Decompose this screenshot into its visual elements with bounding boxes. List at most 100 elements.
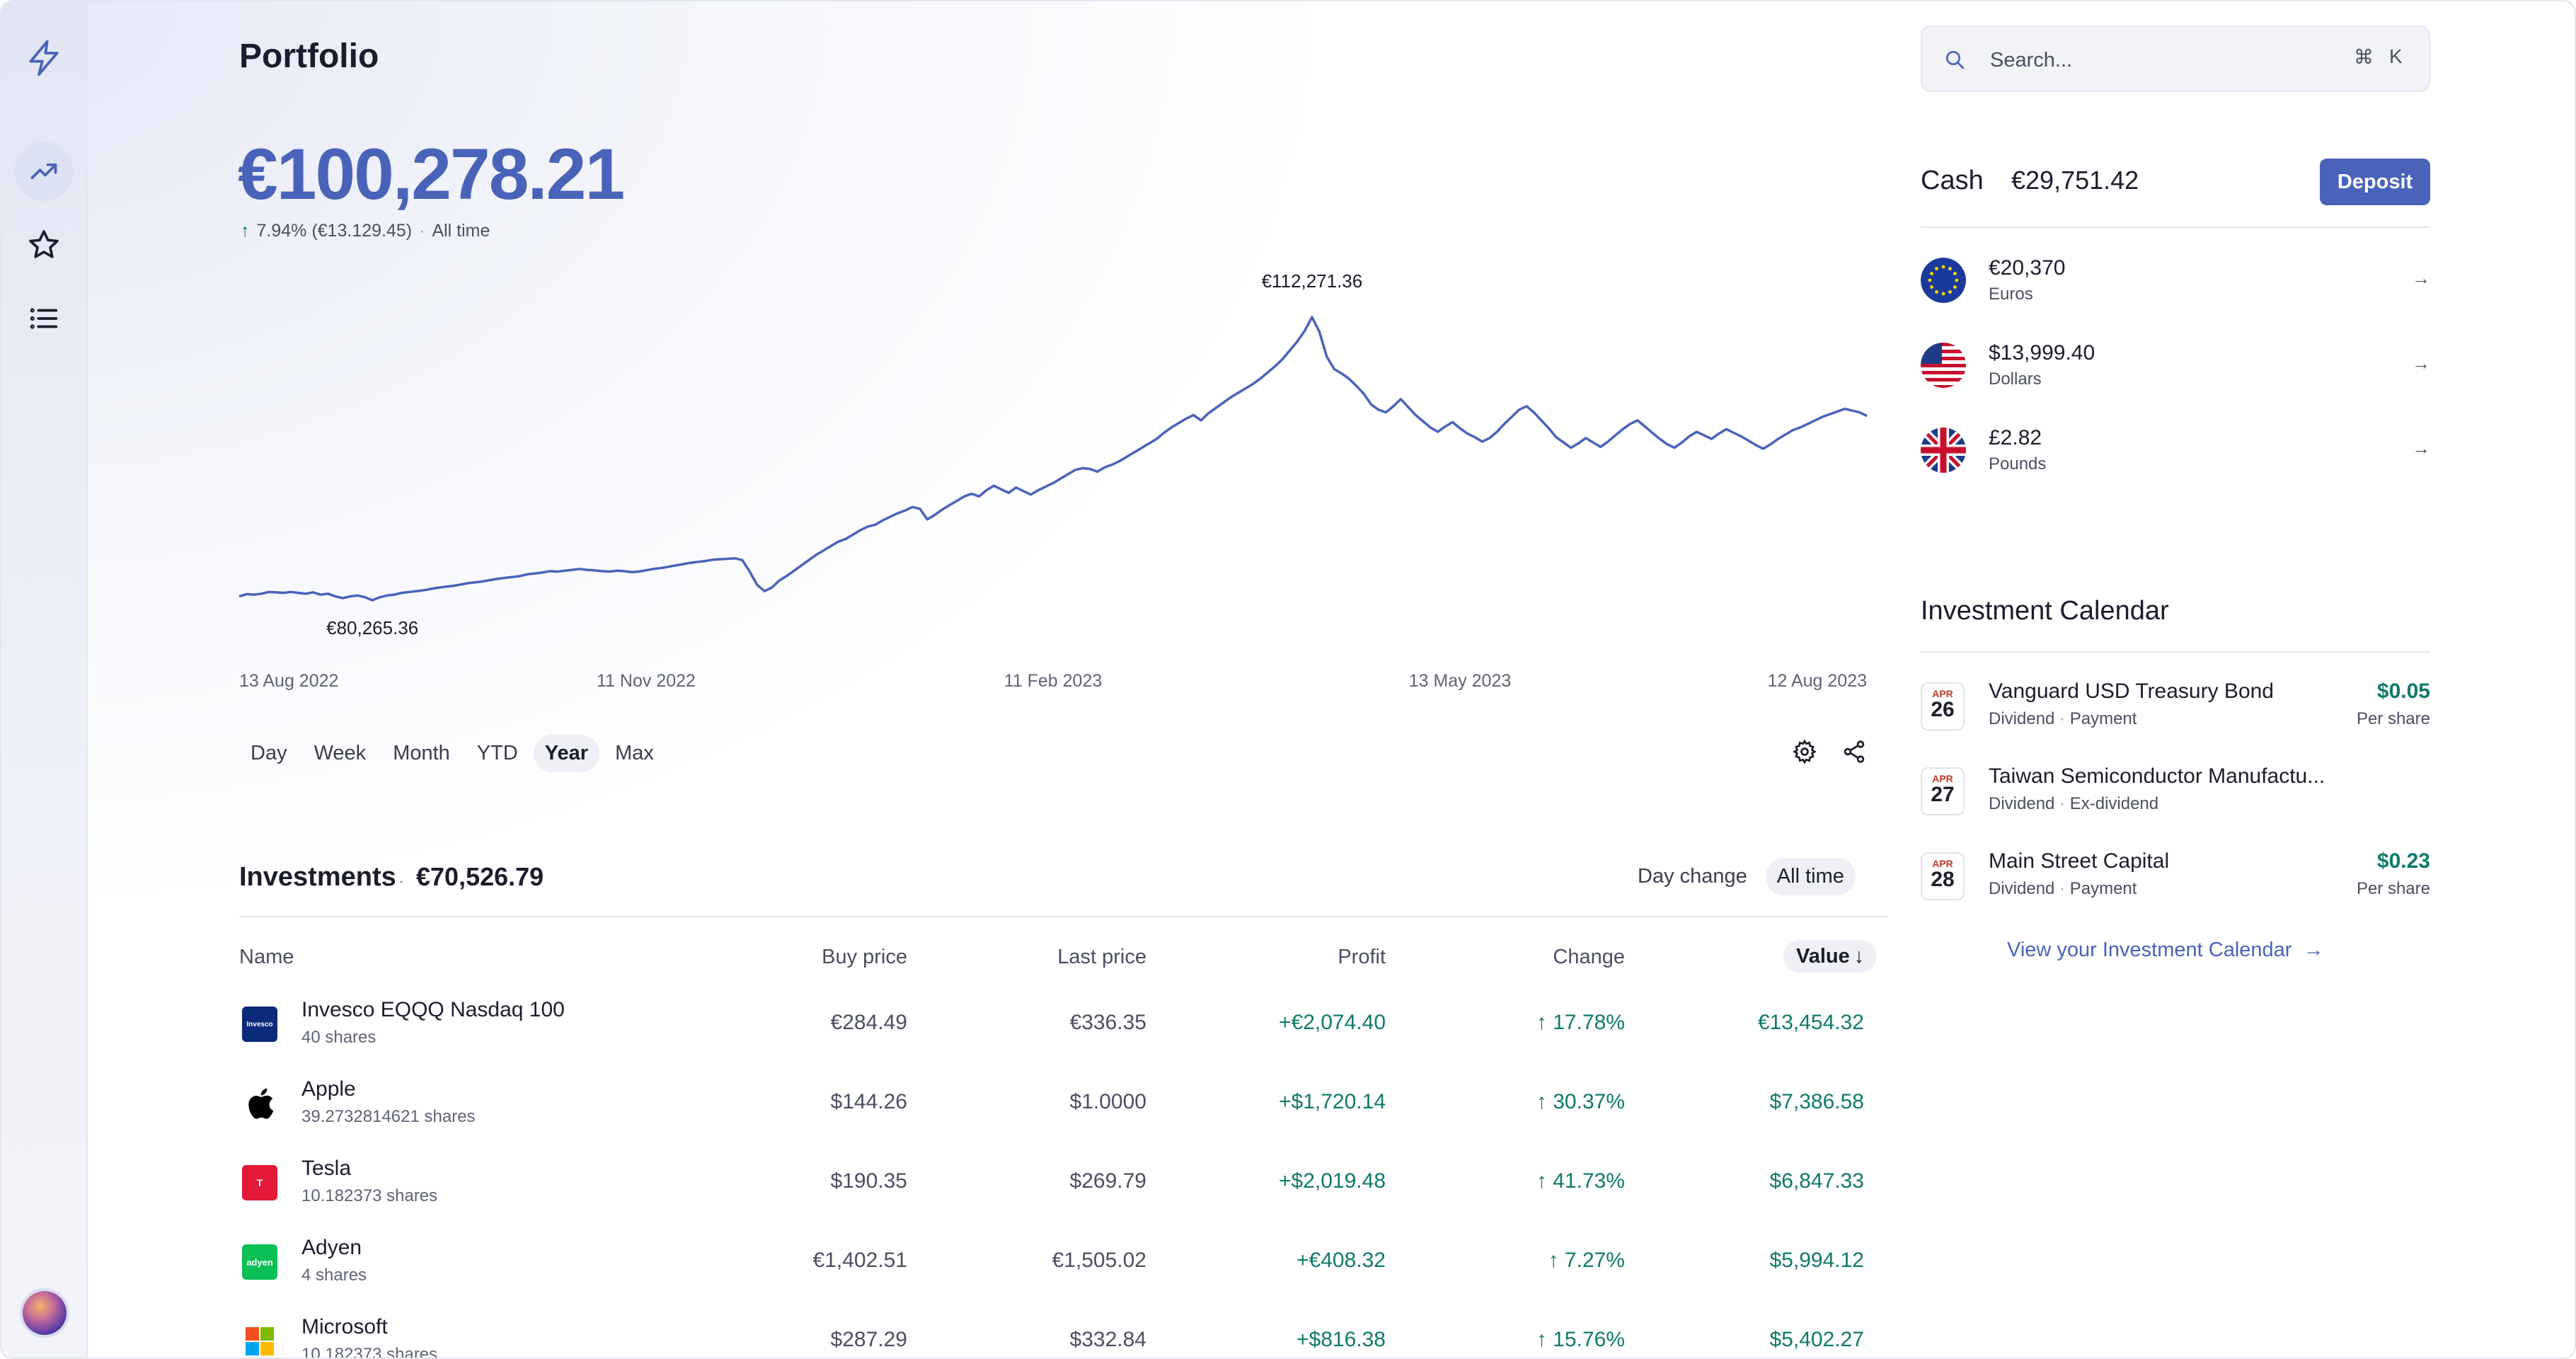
table-row[interactable]: adyen Adyen 4 shares €1,402.51 €1,505.02 +€40…	[239, 1229, 1888, 1308]
arrow-up-icon: ↑	[1536, 1328, 1553, 1351]
gear-icon[interactable]	[1792, 739, 1817, 768]
calendar-event[interactable]: APR 27 Taiwan Semiconductor Manufactu... Di…	[1921, 762, 2430, 839]
table-row[interactable]: T Tesla 10.182373 shares $190.35 $269.79 +$2,…	[239, 1149, 1888, 1229]
toggle-day-change[interactable]: Day change	[1638, 865, 1747, 888]
range-tab-day[interactable]: Day	[251, 742, 287, 764]
range-tab-week[interactable]: Week	[314, 742, 367, 764]
buy-price: €284.49	[830, 1011, 907, 1034]
profit: +€2,074.40	[1279, 1011, 1386, 1034]
column-header-last-price[interactable]: Last price	[1057, 946, 1146, 968]
change-value: 15.76%	[1553, 1328, 1625, 1351]
view-calendar-link[interactable]: View your Investment Calendar →	[2007, 939, 2324, 962]
toggle-all-time[interactable]: All time	[1765, 858, 1856, 895]
search-box[interactable]: ⌘ K	[1921, 25, 2430, 92]
table-row[interactable]: Invesco Invesco EQQQ Nasdaq 100 40 shares €…	[239, 991, 1888, 1070]
event-kind: Ex-dividend	[2069, 794, 2159, 813]
currency-name: Pounds	[1989, 454, 2047, 474]
calendar-date: APR 27	[1921, 767, 1965, 815]
separator-dot: ·	[419, 221, 425, 241]
calendar-day: 28	[1931, 868, 1955, 891]
last-price: $1.0000	[1069, 1090, 1146, 1113]
tesla-logo: T	[242, 1165, 277, 1200]
currency-row-euros[interactable]: €20,370 Euros →	[1921, 252, 2430, 316]
investments-toggle: Day change All time	[1626, 858, 1856, 895]
calendar-event-type: Dividend · Payment	[1989, 879, 2137, 899]
range-tab-ytd[interactable]: YTD	[476, 742, 518, 764]
separator-dot: ·	[2054, 879, 2070, 898]
investment-name: Apple	[301, 1077, 356, 1101]
share-icon[interactable]	[1841, 739, 1867, 768]
investments-total: €70,526.79	[416, 862, 544, 891]
buy-price: $144.26	[830, 1090, 907, 1113]
sort-down-icon: ↓	[1853, 944, 1865, 968]
currency-row-dollars[interactable]: $13,999.40 Dollars →	[1921, 337, 2430, 401]
investments-title: Investments	[239, 862, 396, 892]
column-header-profit[interactable]: Profit	[1338, 946, 1386, 968]
list-icon[interactable]	[14, 289, 74, 348]
view-calendar-label: View your Investment Calendar	[2007, 939, 2292, 961]
column-header-buy-price[interactable]: Buy price	[822, 946, 907, 968]
avatar[interactable]	[23, 1291, 67, 1335]
range-tab-max[interactable]: Max	[615, 742, 654, 764]
column-header-name[interactable]: Name	[239, 946, 294, 968]
arrow-right-icon: →	[2297, 939, 2324, 961]
change: ↑ 41.73%	[1413, 1169, 1625, 1193]
x-tick-label: 11 Nov 2022	[597, 671, 696, 691]
search-icon	[1943, 48, 1966, 74]
column-header-value[interactable]: Value ↓	[1783, 940, 1878, 973]
range-tab-year[interactable]: Year	[533, 735, 600, 772]
change: ↑ 30.37%	[1413, 1090, 1625, 1114]
last-price: €1,505.02	[1052, 1249, 1146, 1272]
sidebar	[1, 1, 88, 1358]
us-flag-icon	[1921, 343, 1966, 388]
event-type: Dividend	[1989, 709, 2055, 728]
calendar-day: 27	[1931, 783, 1955, 806]
dividend-amount: $0.23	[2376, 849, 2430, 873]
dividend-per-share: Per share	[2356, 879, 2430, 898]
lightning-icon[interactable]	[14, 28, 74, 88]
star-icon[interactable]	[14, 215, 74, 275]
change: ↑ 15.76%	[1413, 1328, 1625, 1352]
profit: +$2,019.48	[1279, 1169, 1386, 1193]
table-row[interactable]: Microsoft 10.182373 shares $287.29 $332.84 +…	[239, 1308, 1888, 1359]
change-text: 7.94% (€13.129.45)	[256, 221, 413, 241]
chart-tools	[1792, 739, 1867, 768]
portfolio-chart[interactable]: €112,271.36 €80,265.36 13 Aug 2022 11 Nov 2…	[235, 263, 1884, 702]
table-row[interactable]: Apple 39.2732814621 shares $144.26 $1.0000 +…	[239, 1070, 1888, 1149]
divider	[1921, 651, 2430, 653]
calendar-month: APR	[1932, 858, 1953, 869]
calendar-event[interactable]: APR 26 Vanguard USD Treasury Bond Dividend …	[1921, 677, 2430, 755]
change-value: 41.73%	[1553, 1169, 1625, 1193]
background-glow	[1, 1, 1346, 922]
profit: +$1,720.14	[1279, 1090, 1386, 1113]
calendar-event-name: Vanguard USD Treasury Bond	[1989, 680, 2274, 703]
portfolio-change: ↑ 7.94% (€13.129.45) · All time	[241, 221, 490, 241]
search-input[interactable]	[1989, 42, 2331, 78]
microsoft-logo	[242, 1324, 277, 1358]
change: ↑ 7.27%	[1413, 1249, 1625, 1273]
x-tick-label: 12 Aug 2023	[1768, 671, 1867, 691]
range-tab-month[interactable]: Month	[393, 742, 450, 764]
x-tick-label: 13 Aug 2022	[239, 671, 338, 691]
deposit-button[interactable]: Deposit	[2320, 159, 2430, 205]
chart-line	[238, 316, 1868, 602]
calendar-event[interactable]: APR 28 Main Street Capital Dividend · Payme…	[1921, 847, 2430, 924]
currency-row-pounds[interactable]: £2.82 Pounds →	[1921, 422, 2430, 486]
change-value: 30.37%	[1553, 1090, 1625, 1113]
portfolio-total-value: €100,278.21	[238, 134, 625, 214]
trend-up-icon[interactable]	[14, 142, 74, 201]
column-header-change[interactable]: Change	[1553, 946, 1625, 968]
separator-dot: ·	[2054, 709, 2070, 728]
value: $5,994.12	[1769, 1249, 1864, 1272]
arrow-up-icon: ↑	[1536, 1090, 1553, 1113]
investment-shares: 10.182373 shares	[301, 1345, 438, 1359]
currency-name: Euros	[1989, 285, 2033, 304]
arrow-right-icon: →	[2412, 437, 2430, 459]
uk-flag-icon	[1921, 428, 1966, 473]
change-value: 7.27%	[1564, 1249, 1625, 1272]
event-type: Dividend	[1989, 879, 2055, 898]
investment-name: Tesla	[301, 1157, 352, 1180]
cash-total: €29,751.42	[2011, 166, 2139, 195]
separator-dot: ·	[2054, 794, 2070, 813]
